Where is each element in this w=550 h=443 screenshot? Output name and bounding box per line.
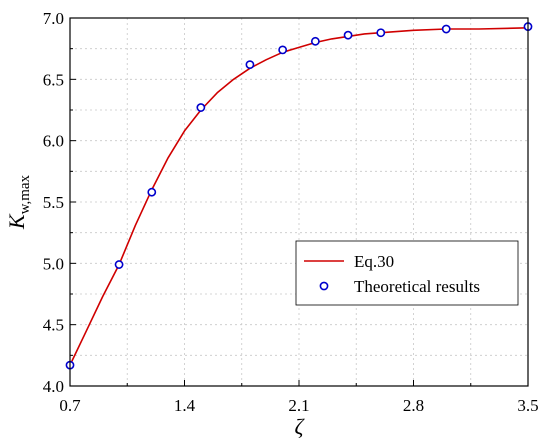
x-tick-label: 2.8 <box>403 396 424 415</box>
plot-area <box>65 22 533 370</box>
y-tick-label: 6.0 <box>43 132 64 151</box>
legend-label-eq30: Eq.30 <box>354 252 394 271</box>
theoretical-point <box>245 60 255 70</box>
x-tick-label: 3.5 <box>517 396 538 415</box>
y-axis-label-main: K <box>4 213 29 230</box>
x-tick-label: 2.1 <box>288 396 309 415</box>
y-axis-label-sub: w,max <box>17 174 33 214</box>
eq30-curve <box>69 27 529 366</box>
grid <box>70 18 528 386</box>
legend: Eq.30 Theoretical results <box>295 240 519 306</box>
x-axis-label: ζ <box>295 414 306 439</box>
theoretical-point <box>343 30 353 40</box>
legend-box <box>295 240 519 306</box>
theoretical-point <box>147 187 157 197</box>
y-tick-label: 4.5 <box>43 316 64 335</box>
theoretical-point <box>114 260 124 269</box>
theoretical-point <box>376 28 386 38</box>
theoretical-point <box>310 36 320 46</box>
legend-label-theoretical: Theoretical results <box>354 277 480 296</box>
y-tick-label: 5.5 <box>43 193 64 212</box>
y-tick-label: 4.0 <box>43 377 64 396</box>
theoretical-point <box>196 103 206 112</box>
x-tick-label: 1.4 <box>174 396 196 415</box>
y-tick-label: 5.0 <box>43 254 64 273</box>
legend-marker-swatch <box>319 281 329 291</box>
y-tick-label: 6.5 <box>43 70 64 89</box>
x-tick-label: 0.7 <box>59 396 81 415</box>
theoretical-point <box>441 24 451 34</box>
y-axis-label: Kw,max <box>4 174 33 230</box>
theoretical-point <box>278 45 288 55</box>
axis-ticks: 0.7 1.4 2.1 2.8 3.5 4.0 4.5 5.0 5.5 6.0 6.5 7.0 <box>43 9 539 415</box>
y-tick-label: 7.0 <box>43 9 64 28</box>
